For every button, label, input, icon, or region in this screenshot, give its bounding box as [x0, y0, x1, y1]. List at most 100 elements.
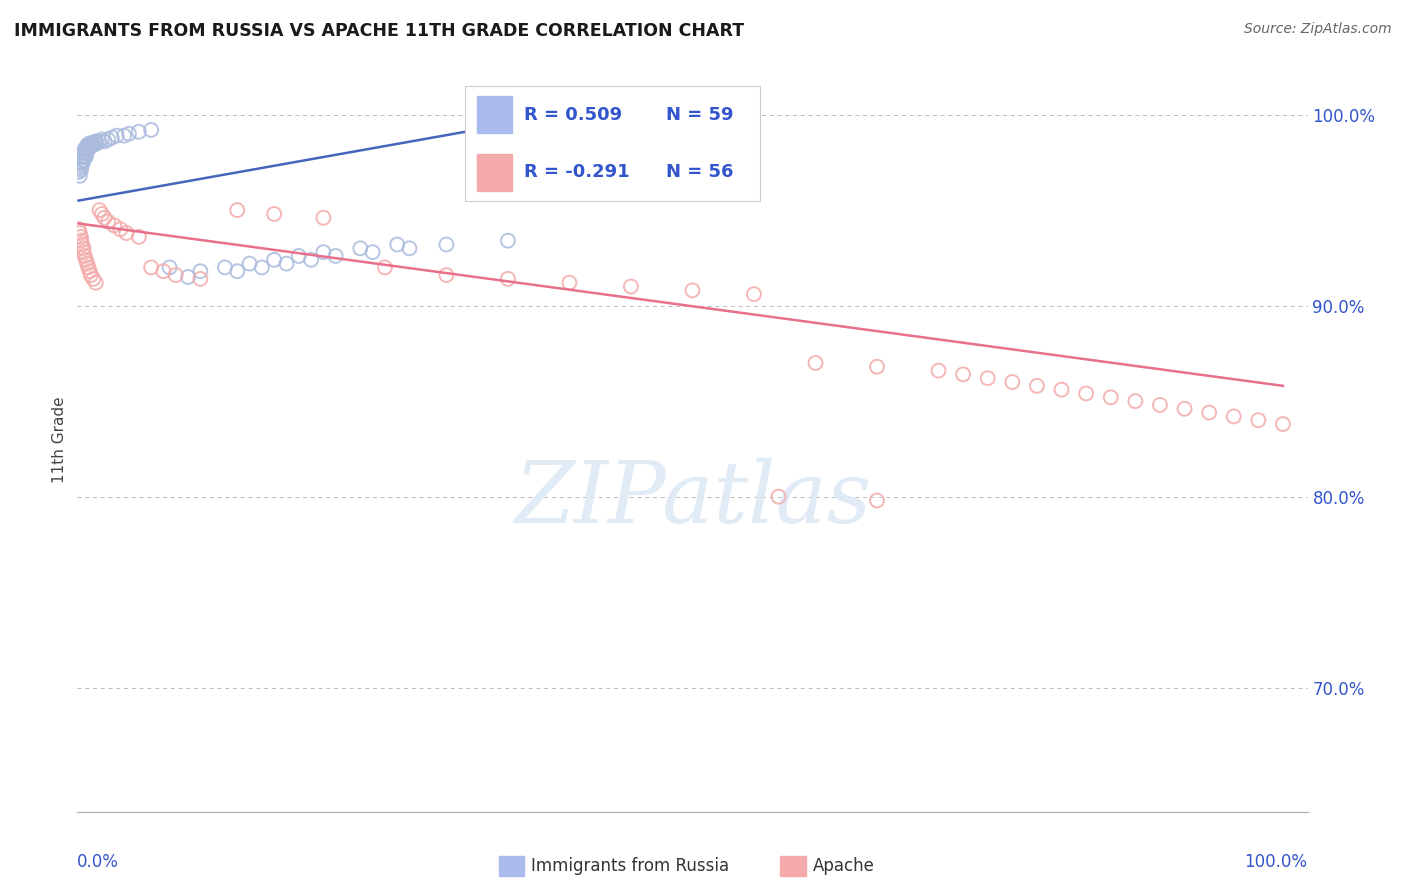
Text: N = 56: N = 56 — [665, 163, 733, 181]
Point — [128, 230, 150, 244]
Point — [141, 123, 163, 137]
Point — [105, 128, 128, 143]
Point — [72, 150, 94, 164]
Point — [67, 222, 90, 236]
Point — [1198, 406, 1220, 420]
Point — [82, 272, 104, 286]
Point — [70, 234, 93, 248]
Point — [436, 237, 458, 252]
Point — [682, 284, 704, 298]
Point — [952, 368, 974, 382]
Point — [73, 249, 96, 263]
Text: Immigrants from Russia: Immigrants from Russia — [531, 857, 730, 875]
Point — [110, 222, 132, 236]
Point — [768, 490, 790, 504]
Text: 100.0%: 100.0% — [1244, 853, 1308, 871]
Point — [80, 268, 103, 282]
Point — [558, 276, 581, 290]
Point — [165, 268, 187, 282]
Point — [115, 226, 138, 240]
Text: IMMIGRANTS FROM RUSSIA VS APACHE 11TH GRADE CORRELATION CHART: IMMIGRANTS FROM RUSSIA VS APACHE 11TH GR… — [14, 22, 744, 40]
Point — [70, 153, 93, 168]
Point — [1125, 394, 1147, 409]
Point — [1223, 409, 1246, 424]
Point — [77, 142, 100, 156]
Point — [112, 128, 135, 143]
Text: 0.0%: 0.0% — [77, 853, 120, 871]
Point — [73, 150, 96, 164]
Point — [86, 136, 108, 151]
Point — [190, 272, 212, 286]
Point — [73, 145, 96, 160]
Point — [263, 252, 285, 267]
Point — [1001, 375, 1024, 389]
Point — [72, 245, 94, 260]
Point — [84, 276, 107, 290]
Point — [75, 142, 97, 156]
Point — [75, 150, 97, 164]
Point — [312, 245, 335, 260]
FancyBboxPatch shape — [477, 96, 512, 134]
Point — [866, 493, 889, 508]
Point — [73, 142, 96, 156]
Point — [374, 260, 396, 275]
Point — [325, 249, 347, 263]
Point — [159, 260, 181, 275]
Point — [69, 161, 91, 175]
Point — [67, 165, 90, 179]
FancyBboxPatch shape — [477, 153, 512, 191]
Point — [496, 234, 519, 248]
Point — [263, 207, 285, 221]
Text: Apache: Apache — [813, 857, 875, 875]
Point — [977, 371, 1000, 385]
Point — [77, 138, 100, 153]
Point — [90, 132, 114, 146]
Point — [436, 268, 458, 282]
Point — [101, 130, 124, 145]
Point — [97, 214, 120, 228]
Point — [299, 252, 322, 267]
Point — [75, 252, 97, 267]
Point — [288, 249, 311, 263]
Point — [70, 150, 93, 164]
Point — [804, 356, 827, 370]
Point — [79, 140, 101, 154]
Point — [226, 264, 249, 278]
Point — [89, 135, 111, 149]
Point — [620, 279, 643, 293]
Text: R = -0.291: R = -0.291 — [524, 163, 630, 181]
Point — [1247, 413, 1270, 427]
Point — [349, 241, 371, 255]
Point — [177, 270, 200, 285]
Point — [312, 211, 335, 225]
Point — [93, 211, 115, 225]
Point — [1149, 398, 1171, 412]
Point — [83, 136, 105, 151]
Point — [250, 260, 273, 275]
Point — [103, 219, 125, 233]
Point — [89, 203, 111, 218]
Point — [141, 260, 163, 275]
Point — [84, 135, 107, 149]
Point — [79, 264, 101, 278]
Point — [276, 257, 298, 271]
Point — [742, 287, 765, 301]
Point — [1272, 417, 1295, 431]
Point — [82, 136, 104, 151]
Point — [70, 237, 93, 252]
Point — [70, 163, 93, 178]
Point — [1174, 401, 1197, 416]
Point — [928, 363, 950, 377]
Y-axis label: 11th Grade: 11th Grade — [52, 396, 67, 483]
Point — [69, 169, 91, 183]
Point — [1099, 390, 1122, 404]
Point — [97, 132, 120, 146]
Point — [76, 257, 98, 271]
Point — [76, 142, 98, 156]
Point — [387, 237, 409, 252]
Point — [398, 241, 420, 255]
Point — [72, 153, 94, 168]
Point — [72, 241, 94, 255]
Point — [90, 207, 114, 221]
Point — [70, 159, 93, 173]
